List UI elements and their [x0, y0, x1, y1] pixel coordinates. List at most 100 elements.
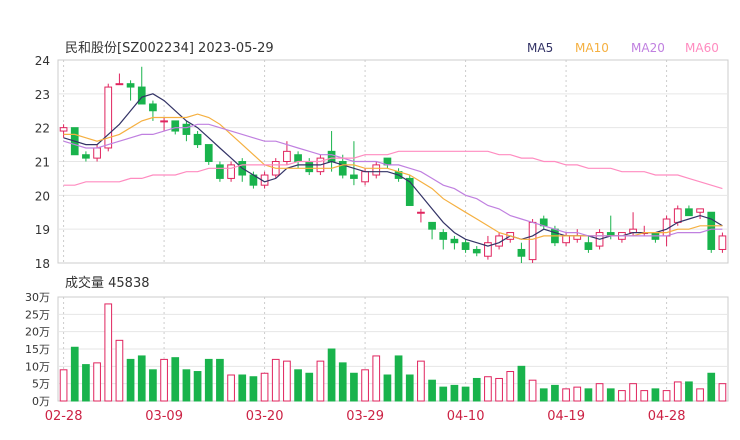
- volume-bar: [439, 386, 448, 402]
- volume-bar: [104, 303, 113, 402]
- candle-body: [685, 208, 693, 217]
- candle-body: [82, 154, 90, 159]
- candle-body: [584, 242, 593, 250]
- candle-body: [59, 127, 68, 132]
- candle-body: [417, 211, 425, 214]
- volume-bar: [193, 371, 202, 402]
- volume-bar: [394, 355, 403, 402]
- volume-bar: [238, 374, 247, 402]
- candle-body: [528, 221, 537, 261]
- volume-bar: [126, 358, 135, 402]
- volume-bar: [573, 386, 582, 402]
- volume-bar: [517, 365, 526, 402]
- volume-bar: [707, 372, 716, 402]
- volume-bar: [372, 355, 381, 402]
- volume-tick-label: 5万: [32, 378, 50, 391]
- volume-bar: [361, 369, 369, 402]
- volume-bar: [685, 381, 693, 402]
- ma-line-ma10: [63, 113, 723, 240]
- volume-bar: [82, 364, 90, 402]
- price-tick-label: 19: [35, 223, 50, 237]
- ma-line-ma20: [63, 123, 723, 237]
- volume-bar: [484, 376, 492, 402]
- volume-bar: [305, 372, 314, 402]
- candle-body: [160, 120, 168, 123]
- candle-body: [428, 221, 436, 230]
- volume-bar: [59, 369, 68, 402]
- volume-bar: [171, 357, 180, 402]
- volume-panel: 30万 25万 20万 15万 10万 5万 0万: [25, 291, 729, 408]
- volume-bar: [450, 384, 459, 402]
- volume-bar: [417, 360, 425, 402]
- volume-bar: [70, 346, 79, 402]
- volume-bar: [294, 369, 302, 402]
- candle-body: [439, 232, 448, 240]
- candle-body: [283, 150, 291, 163]
- volume-tick-label: 30万: [25, 291, 50, 304]
- candle-body: [361, 171, 369, 183]
- candle-body: [718, 235, 727, 250]
- candle-body: [350, 174, 358, 179]
- volume-tick-label: 25万: [25, 308, 50, 321]
- volume-bar: [271, 358, 280, 402]
- candle-body: [171, 120, 180, 132]
- volume-bar: [216, 358, 224, 402]
- volume-bar: [182, 369, 191, 402]
- volume-bar: [327, 348, 336, 402]
- candle-body: [137, 86, 146, 105]
- candle-body: [93, 147, 101, 159]
- volume-bar: [651, 388, 660, 402]
- ma-line-ma60: [63, 150, 723, 190]
- date-tick-label: 03-09: [145, 409, 183, 424]
- candle-body: [216, 164, 224, 179]
- date-tick-label: 03-20: [246, 409, 284, 424]
- legend-item: MA10: [575, 41, 609, 55]
- candle-body: [327, 150, 336, 163]
- volume-bar: [249, 376, 258, 402]
- date-tick-label: 04-28: [648, 409, 686, 424]
- volume-bar: [528, 379, 537, 402]
- volume-bar: [606, 388, 615, 402]
- volume-bar: [115, 339, 124, 402]
- date-tick-label: 04-10: [447, 409, 485, 424]
- candle-body: [294, 154, 302, 163]
- volume-bar: [338, 362, 347, 402]
- candle-body: [104, 86, 113, 149]
- price-tick-label: 23: [35, 88, 50, 102]
- candle-body: [696, 208, 704, 213]
- date-tick-label: 03-29: [346, 409, 384, 424]
- candle-body: [149, 103, 157, 112]
- volume-bar: [696, 388, 704, 402]
- volume-bar: [595, 383, 604, 402]
- volume-bar: [316, 360, 325, 402]
- candle-body: [450, 238, 459, 244]
- volume-bar: [405, 374, 414, 402]
- candle-body: [227, 164, 235, 179]
- date-axis: 02-2803-0903-2003-2904-1004-1904-2805-12…: [45, 409, 686, 424]
- volume-bar: [673, 381, 682, 402]
- volume-bar: [227, 374, 235, 402]
- volume-bar: [718, 383, 727, 402]
- date-tick-label: 04-19: [547, 409, 585, 424]
- candle-body: [204, 144, 213, 162]
- volume-bar: [149, 369, 157, 402]
- candle-body: [472, 248, 481, 254]
- volume-bar: [137, 355, 146, 402]
- volume-bar: [618, 390, 626, 402]
- chart-title: 民和股份[SZ002234] 2023-05-29: [65, 41, 274, 56]
- volume-bar: [662, 390, 671, 402]
- candle-body: [673, 208, 682, 223]
- legend-item: MA20: [631, 41, 665, 55]
- volume-tick-label: 20万: [25, 326, 50, 339]
- date-tick-label: 02-28: [45, 409, 83, 424]
- candle-body: [305, 161, 314, 173]
- candle-body: [115, 83, 124, 86]
- candle-body: [484, 242, 492, 257]
- candle-body: [338, 161, 347, 176]
- volume-bar: [204, 358, 213, 402]
- price-tick-label: 21: [35, 156, 50, 170]
- candle-body: [405, 177, 414, 206]
- volume-bar: [629, 383, 637, 402]
- volume-tick-label: 15万: [25, 343, 50, 356]
- candle-body: [562, 235, 570, 244]
